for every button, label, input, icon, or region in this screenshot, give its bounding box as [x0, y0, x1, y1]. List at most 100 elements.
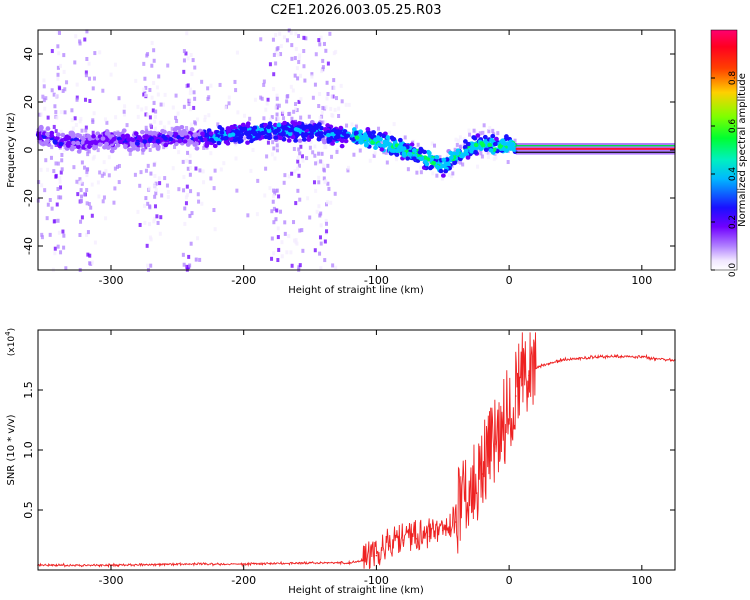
spectrogram-cell [192, 105, 196, 110]
spectrogram-cell [403, 135, 407, 140]
spectrogram-cell [186, 138, 192, 144]
spectrogram-cell [365, 126, 371, 132]
spectrogram-cell [385, 160, 389, 165]
spectrogram-cell [285, 99, 289, 104]
spectrogram-cell [378, 137, 383, 142]
spectrogram-cell [85, 172, 89, 177]
spectrogram-cell [135, 147, 141, 152]
spectrogram-cell [330, 154, 334, 159]
spectrogram-cell [272, 122, 278, 128]
spectrogram-cell [295, 108, 299, 113]
spectrogram-cell [415, 170, 419, 175]
spectrogram-cell [222, 161, 226, 166]
spectrogram-cell [58, 30, 62, 35]
spectrogram-cell [192, 90, 196, 95]
spectrogram-cell [189, 241, 193, 246]
spectrogram-cell [270, 256, 274, 261]
spectrogram-cell [128, 151, 132, 156]
spectrogram-cell [54, 129, 58, 134]
x-tick-label: -200 [231, 274, 256, 287]
spectrogram-cell [271, 37, 275, 42]
spectrogram-cell [282, 120, 288, 126]
spectrogram-cell [144, 168, 148, 173]
spectrogram-cell [262, 116, 266, 121]
spectrogram-cell [275, 93, 279, 98]
spectrogram-cell [71, 140, 77, 146]
spectrogram-cell [279, 52, 283, 57]
spectrogram-cell [290, 56, 294, 61]
spectrogram-cell [53, 104, 57, 109]
spectrogram-cell [78, 177, 82, 182]
spectrogram-cell [319, 35, 323, 40]
spectrogram-cell [272, 72, 276, 77]
spectrogram-cell [88, 253, 92, 258]
spectrogram-cell [281, 136, 287, 142]
spectrogram-cell [174, 115, 178, 120]
spectrogram-cell [448, 155, 454, 160]
spectrogram-cell [189, 122, 193, 127]
spectrogram-cell [58, 179, 62, 184]
spectrogram-cell [277, 247, 281, 252]
spectrogram-cell [274, 61, 278, 66]
spectrogram-cell [49, 133, 55, 138]
spectrogram-cell [297, 147, 301, 152]
colorbar: 0.0 0.2 0.4 0.6 0.8 Normalized spectral ampl… [710, 29, 748, 278]
spectrogram-cell [364, 141, 369, 146]
spectrogram-cell [104, 216, 108, 221]
spectrogram-cell [168, 137, 174, 142]
spectrogram-cell [188, 213, 192, 218]
spectrogram-cell [313, 153, 317, 158]
spectrogram-cell [74, 122, 78, 127]
spectrogram-cell [140, 147, 146, 153]
colorbar-tick-label: 0.6 [728, 119, 738, 134]
spectrogram-cell [435, 173, 439, 178]
spectrogram-cell [446, 152, 450, 157]
spectrogram-cell [295, 66, 299, 71]
spectrogram-cell [271, 140, 275, 145]
spectrogram-cell [196, 192, 200, 197]
snr-line [37, 332, 675, 570]
spectrogram-cell [60, 158, 64, 163]
spectrogram-cell [83, 192, 87, 197]
spectrogram-cell [201, 169, 205, 174]
spectrogram-cell [465, 155, 471, 160]
spectrogram-cell [198, 257, 202, 262]
spectrogram-cell [301, 248, 305, 253]
spectrogram-cell [40, 232, 44, 237]
spectrogram-cell [79, 188, 83, 193]
spectrogram-cell [70, 131, 76, 137]
spectrogram-cell [282, 180, 286, 185]
spectrogram-cell [177, 150, 181, 155]
spectrogram-cell [438, 155, 442, 160]
spectrogram-cell [480, 154, 484, 159]
spectrogram-cell [287, 174, 291, 179]
spectrogram-cell [152, 80, 156, 85]
spectrogram-cell [202, 137, 208, 142]
spectrogram-cell [411, 148, 417, 153]
spectrogram-cell [189, 127, 195, 132]
spectrogram-cell [59, 170, 63, 175]
spectrogram-cell [438, 168, 444, 174]
spectrogram-cell [319, 159, 323, 164]
colorbar-tick-label: 0.0 [728, 263, 738, 278]
spectrogram-cell [91, 134, 96, 139]
spectrogram-cell [388, 130, 392, 135]
spectrogram-cell [460, 152, 465, 158]
spectrogram-cell [75, 95, 79, 100]
spectrogram-cell [276, 122, 282, 128]
spectrogram-cell [417, 150, 423, 155]
spectrogram-cell [277, 194, 281, 199]
spectrogram-cell [326, 91, 330, 96]
x-tick-label: -100 [364, 574, 389, 587]
spectrogram-cell [73, 60, 77, 65]
spectrogram-cell [269, 117, 273, 122]
spectrogram-cell [143, 76, 147, 81]
spectrogram-cell [297, 163, 301, 168]
spectrogram-cell [293, 56, 297, 61]
spectrogram-cell [209, 151, 213, 156]
spectrogram-cell [55, 202, 59, 207]
spectrogram-cell [324, 144, 328, 149]
spectrogram-cell [360, 136, 365, 142]
spectrogram-cell [448, 150, 454, 156]
spectrogram-cell [240, 122, 246, 127]
